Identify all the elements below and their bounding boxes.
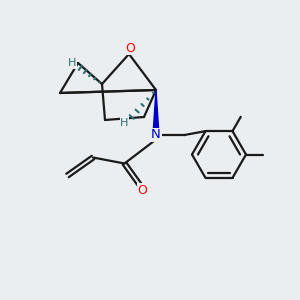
- Polygon shape: [153, 90, 159, 135]
- Text: O: O: [126, 41, 135, 55]
- Text: O: O: [138, 184, 147, 197]
- Text: N: N: [151, 128, 161, 142]
- Text: H: H: [68, 58, 76, 68]
- Text: H: H: [120, 118, 129, 128]
